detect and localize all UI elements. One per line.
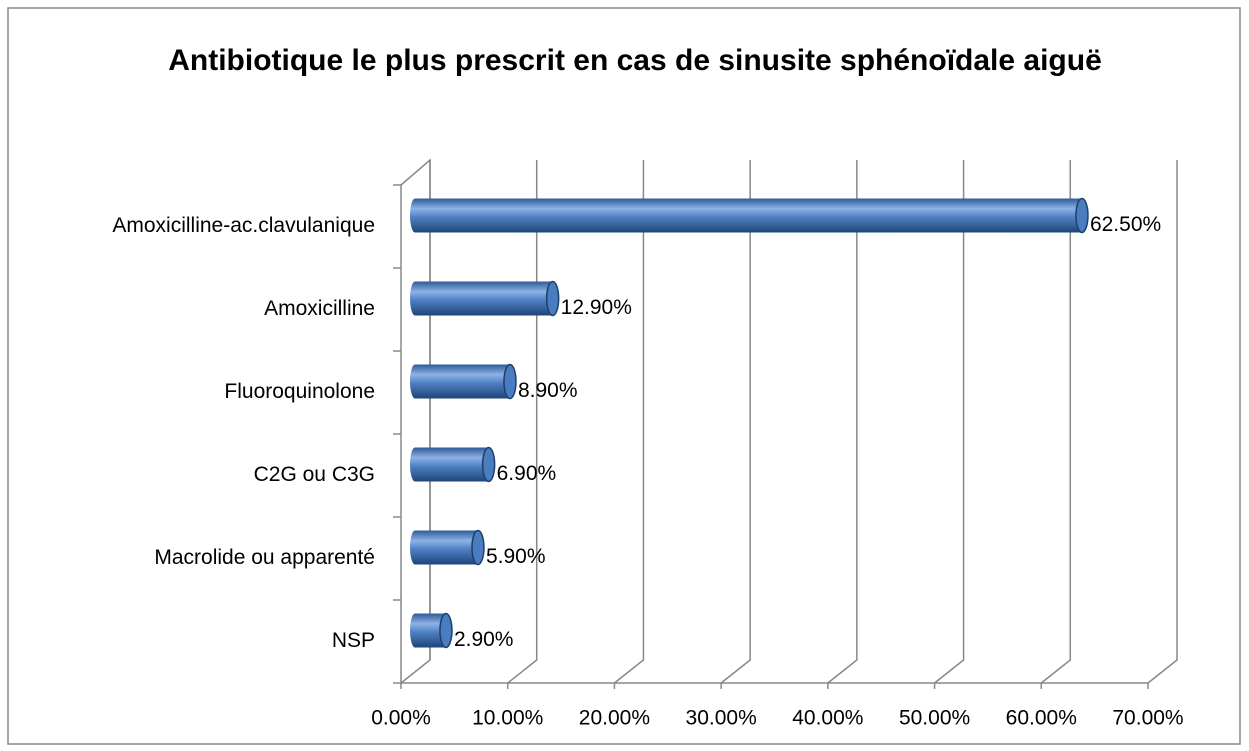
value-label: 6.90% xyxy=(497,462,557,485)
bar xyxy=(410,612,453,649)
bar-body xyxy=(415,281,553,316)
bar-cap xyxy=(1075,197,1089,234)
bar-body xyxy=(415,198,1082,233)
value-label: 5.90% xyxy=(486,545,546,568)
grid-line xyxy=(1040,160,1072,684)
x-tick-label: 70.00% xyxy=(1112,707,1183,730)
x-tick-label: 50.00% xyxy=(899,707,970,730)
bar-start xyxy=(410,281,420,316)
bar-start xyxy=(410,364,420,399)
y-tick-label: Amoxicilline-ac.clavulanique xyxy=(112,214,375,237)
bar-body xyxy=(415,364,510,399)
x-tick-label: 40.00% xyxy=(792,707,863,730)
value-label: 62.50% xyxy=(1090,213,1161,236)
bar-cap xyxy=(545,280,560,317)
bar-cap xyxy=(481,446,496,483)
bar-body xyxy=(415,530,478,565)
grid-line xyxy=(613,160,645,684)
x-tick-label: 10.00% xyxy=(472,707,543,730)
x-tick-label: 60.00% xyxy=(1006,707,1077,730)
bar-body xyxy=(415,447,489,482)
bar-cap xyxy=(503,363,517,400)
grid-line xyxy=(507,160,538,684)
chart-border xyxy=(7,7,1241,745)
y-tick-label: C2G ou C3G xyxy=(254,463,375,486)
grid-line xyxy=(1147,160,1178,684)
y-tick-label: Fluoroquinolone xyxy=(224,380,375,403)
value-label: 12.90% xyxy=(561,296,632,319)
bar xyxy=(410,446,496,483)
bar-cap xyxy=(439,612,453,649)
bar-start xyxy=(410,613,420,648)
grid-line xyxy=(934,160,965,684)
x-tick-label: 30.00% xyxy=(686,707,757,730)
chart-title: Antibiotique le plus prescrit en cas de … xyxy=(168,44,1102,77)
y-tick-label: Macrolide ou apparenté xyxy=(154,546,375,569)
bar xyxy=(410,280,560,317)
bar-start xyxy=(410,530,420,565)
y-tick-label: NSP xyxy=(332,629,375,652)
value-label: 2.90% xyxy=(454,628,514,651)
grid-line xyxy=(827,160,858,684)
value-label: 8.90% xyxy=(518,379,578,402)
bar-cap xyxy=(471,529,485,566)
grid-line xyxy=(400,160,431,684)
grid-line xyxy=(720,160,751,684)
bar xyxy=(410,363,517,400)
x-tick-label: 0.00% xyxy=(371,707,431,730)
bar-start xyxy=(410,198,420,233)
bar-start xyxy=(410,447,420,482)
left-wall xyxy=(400,158,431,683)
bar xyxy=(410,197,1089,234)
bar xyxy=(410,529,485,566)
x-tick-label: 20.00% xyxy=(579,707,650,730)
y-tick-label: Amoxicilline xyxy=(264,297,375,320)
